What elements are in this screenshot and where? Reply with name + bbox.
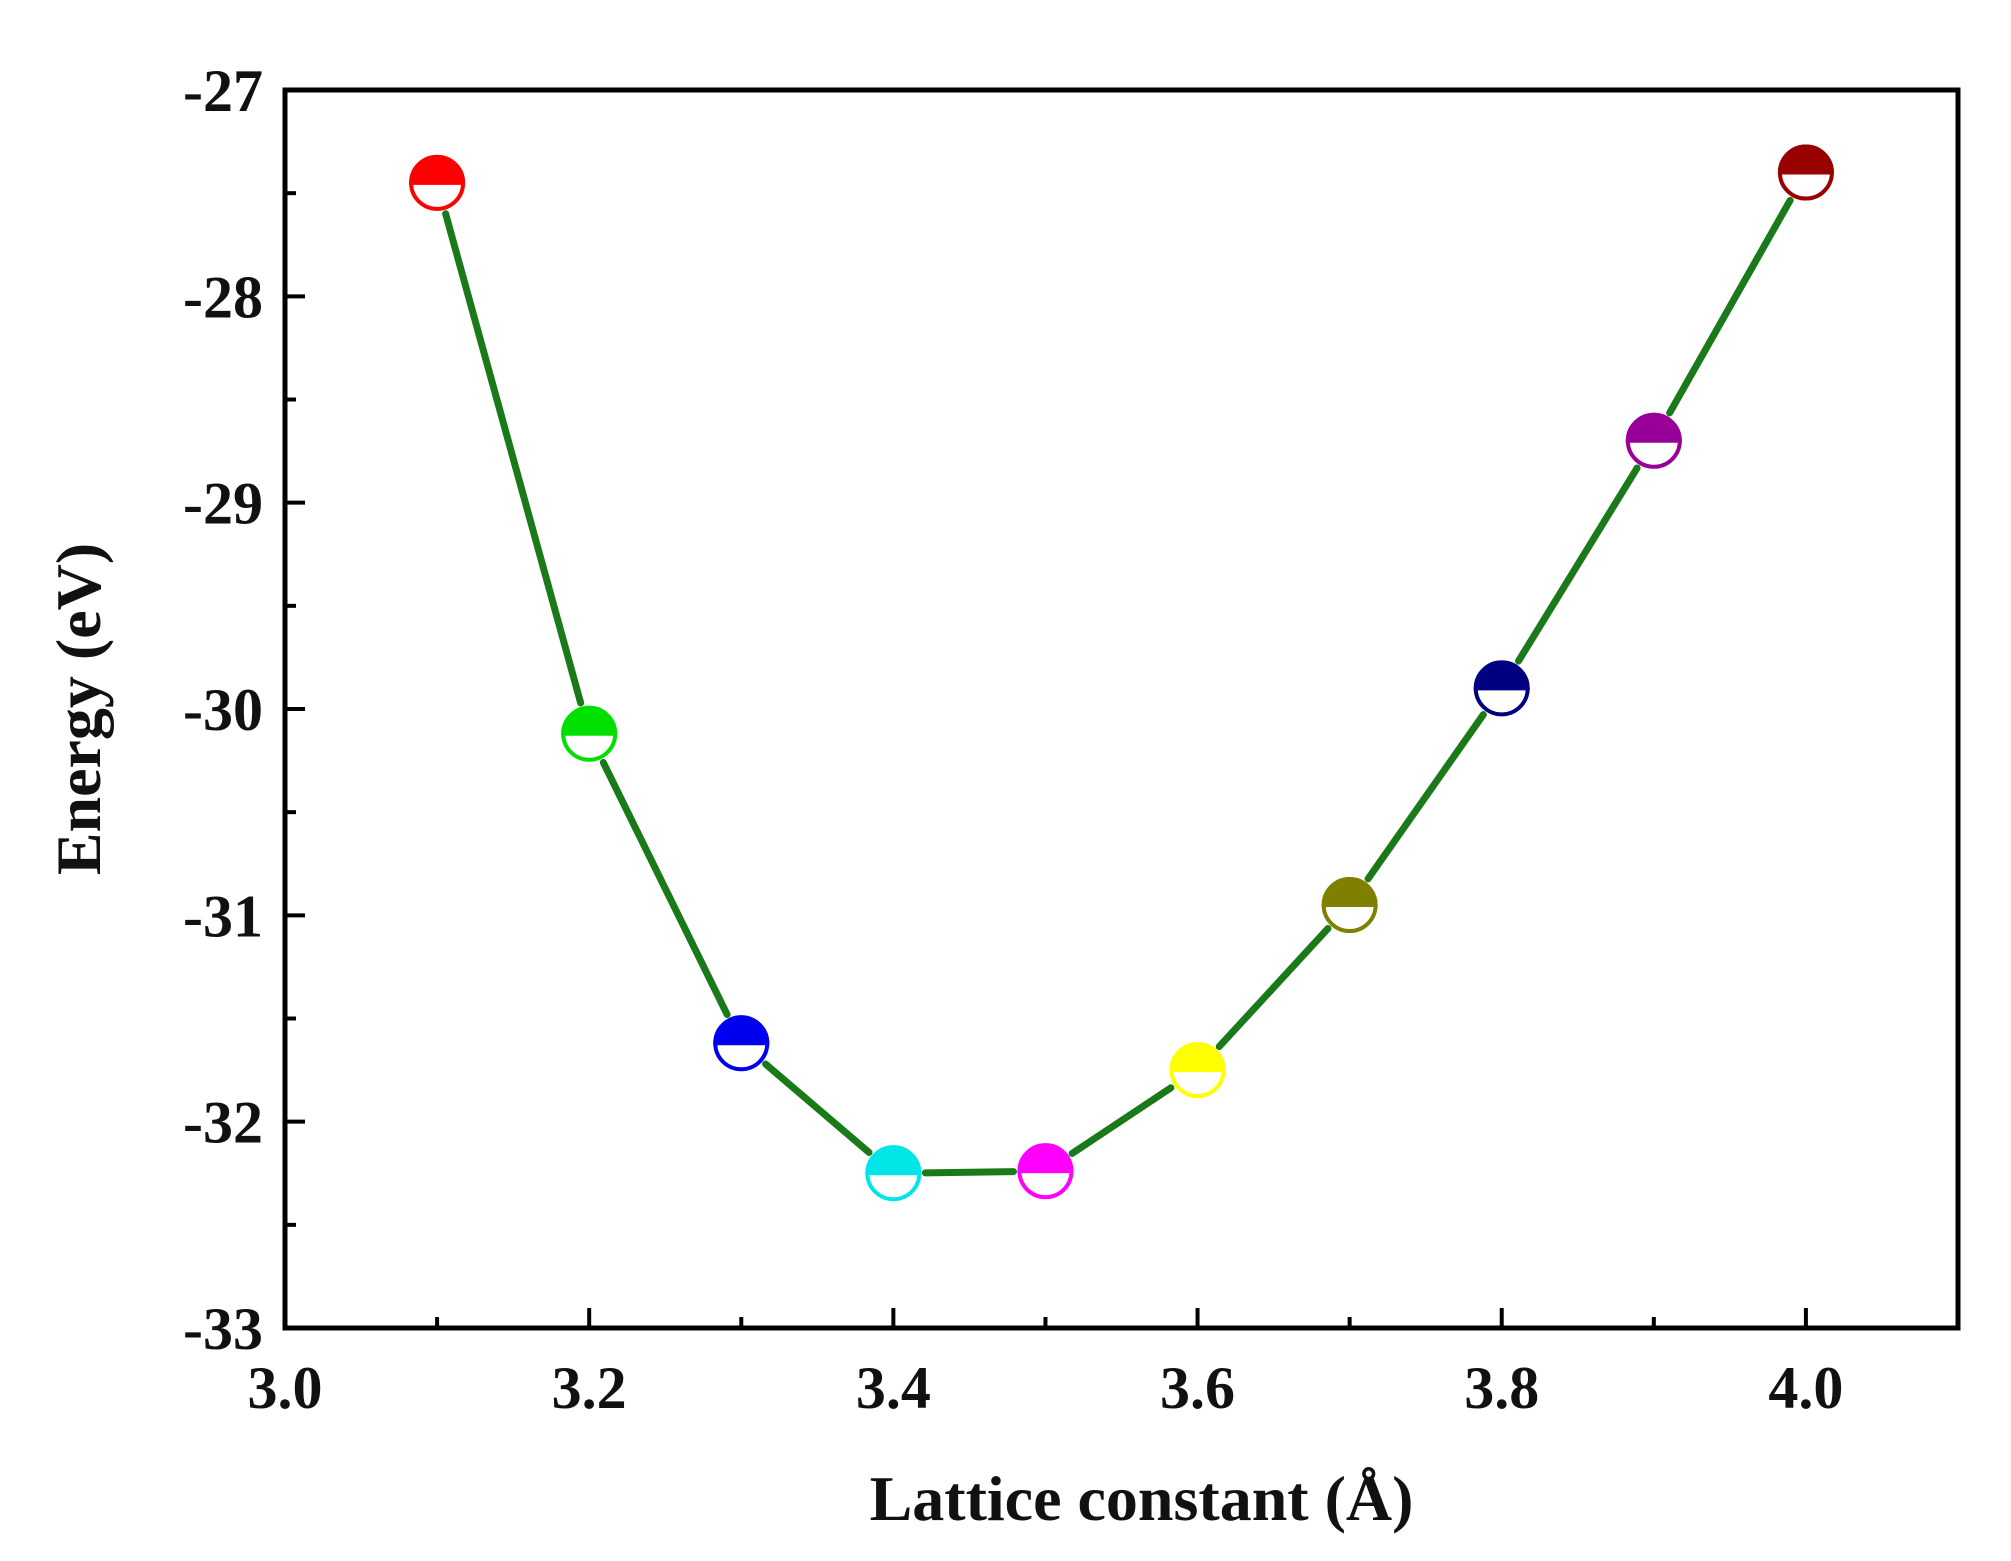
data-point xyxy=(1625,412,1682,469)
data-point-fill xyxy=(1321,877,1378,908)
data-point-fill xyxy=(409,154,466,185)
data-point-fill xyxy=(1473,660,1530,691)
series-line-segment xyxy=(1068,1084,1175,1157)
series-line-segment xyxy=(1514,464,1641,665)
data-point-fill xyxy=(713,1015,770,1046)
y-tick-label: -28 xyxy=(183,264,263,330)
series-line-segment xyxy=(1364,711,1487,883)
x-axis-title: Lattice constant (Å) xyxy=(870,1463,1414,1534)
data-point xyxy=(713,1015,770,1072)
labels-layer: 3.0 3.2 3.4 3.6 3.8 4.0 -27 -28 -29 -30 -31 -32 -33 L… xyxy=(43,58,1843,1534)
x-tick-label: 3.0 xyxy=(248,1355,323,1421)
x-tick-label: 3.2 xyxy=(552,1355,627,1421)
y-tick-label: -29 xyxy=(183,471,263,537)
y-tick-label: -32 xyxy=(183,1090,263,1156)
series-line-segment xyxy=(762,1060,873,1156)
y-tick-label: -33 xyxy=(183,1296,263,1362)
series-line-segment xyxy=(442,210,585,707)
data-point-fill xyxy=(1017,1143,1074,1174)
x-tick-label: 3.4 xyxy=(856,1355,931,1421)
data-point xyxy=(1017,1143,1074,1200)
series-line-segment xyxy=(921,1168,1017,1177)
data-point xyxy=(1169,1042,1226,1099)
x-tick-label: 4.0 xyxy=(1768,1355,1843,1421)
line-layer xyxy=(442,196,1794,1177)
series-line-segment xyxy=(1215,925,1332,1051)
markers-layer xyxy=(409,144,1834,1202)
x-tick-label: 3.6 xyxy=(1160,1355,1235,1421)
data-point-fill xyxy=(865,1145,922,1176)
y-axis-title: Energy (eV) xyxy=(43,543,114,875)
data-point-fill xyxy=(1169,1042,1226,1073)
y-tick-label: -27 xyxy=(183,58,263,124)
data-point xyxy=(1777,144,1834,201)
axes-layer xyxy=(282,87,1961,1331)
x-tick-label: 3.8 xyxy=(1464,1355,1539,1421)
data-point-fill xyxy=(561,705,618,736)
series-line-segment xyxy=(1666,196,1794,417)
data-point xyxy=(561,705,618,762)
y-tick-label: -31 xyxy=(183,883,263,949)
data-point-fill xyxy=(1625,412,1682,443)
series-line-segment xyxy=(599,758,731,1019)
data-point xyxy=(1321,877,1378,934)
data-point xyxy=(409,154,466,211)
data-point xyxy=(1473,660,1530,717)
data-point xyxy=(865,1145,922,1202)
data-point-fill xyxy=(1777,144,1834,175)
y-tick-label: -30 xyxy=(183,677,263,743)
